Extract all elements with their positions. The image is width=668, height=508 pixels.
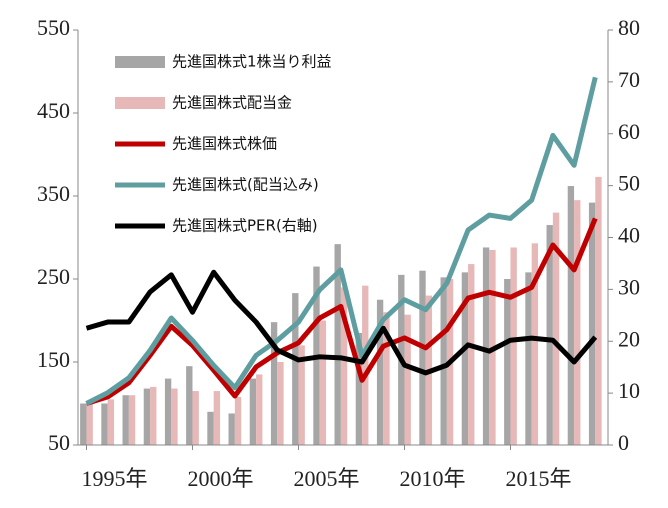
y-tick-label: 350 bbox=[37, 181, 70, 206]
y2-tick-label: 10 bbox=[618, 378, 640, 403]
bar bbox=[270, 322, 278, 445]
legend-label: 先進国株式1株当り利益 bbox=[172, 53, 332, 71]
bar bbox=[128, 395, 136, 445]
bar bbox=[122, 395, 129, 445]
bar bbox=[150, 386, 157, 445]
bar bbox=[531, 243, 539, 445]
bar bbox=[80, 403, 87, 445]
bar bbox=[440, 277, 447, 445]
line-series bbox=[85, 76, 598, 406]
bar bbox=[546, 225, 553, 445]
y2-tick-label: 70 bbox=[618, 67, 640, 92]
y2-tick-label: 40 bbox=[618, 223, 640, 248]
y2-tick-label: 0 bbox=[618, 430, 629, 455]
y-tick-label: 50 bbox=[48, 430, 70, 455]
y2-tick-label: 20 bbox=[618, 326, 640, 351]
bar bbox=[383, 312, 390, 445]
legend-label: 先進国株式配当金 bbox=[172, 94, 292, 112]
bar bbox=[171, 388, 178, 445]
x-tick-label: 1995年 bbox=[81, 466, 147, 491]
bar bbox=[143, 388, 151, 445]
bar bbox=[567, 186, 575, 446]
bar bbox=[334, 244, 341, 445]
bar bbox=[249, 378, 257, 445]
legend-label: 先進国株式(配当込み) bbox=[172, 176, 319, 194]
legend-swatch bbox=[115, 56, 165, 68]
y-tick-label: 450 bbox=[37, 98, 70, 123]
legend-swatch bbox=[115, 97, 165, 109]
bar bbox=[292, 293, 299, 445]
x-tick-label: 2005年 bbox=[293, 466, 359, 491]
bar bbox=[234, 396, 242, 445]
y-tick-label: 150 bbox=[37, 347, 70, 372]
bar bbox=[574, 200, 581, 445]
bar bbox=[595, 176, 602, 445]
bar bbox=[277, 362, 284, 445]
bar bbox=[510, 247, 517, 445]
bar bbox=[482, 247, 490, 445]
x-tick-label: 2010年 bbox=[399, 466, 465, 491]
y2-tick-label: 80 bbox=[618, 15, 640, 40]
line-series bbox=[85, 217, 598, 406]
bar bbox=[256, 374, 263, 445]
y2-tick-label: 50 bbox=[618, 171, 640, 196]
bar bbox=[207, 411, 214, 445]
bar bbox=[101, 403, 108, 445]
bar bbox=[468, 264, 475, 445]
line-series bbox=[85, 269, 598, 376]
y-tick-label: 550 bbox=[37, 15, 70, 40]
bar bbox=[504, 279, 511, 445]
x-tick-label: 2000年 bbox=[187, 466, 253, 491]
bar bbox=[588, 202, 596, 445]
bar bbox=[228, 413, 235, 445]
bar bbox=[355, 332, 363, 445]
bar bbox=[525, 272, 532, 445]
bar bbox=[340, 287, 348, 445]
bar bbox=[362, 285, 369, 445]
bar bbox=[298, 345, 305, 445]
bar bbox=[319, 320, 327, 445]
bar bbox=[186, 366, 193, 445]
bar bbox=[419, 270, 426, 445]
bar bbox=[107, 399, 115, 445]
bar bbox=[404, 314, 411, 445]
bar bbox=[213, 391, 221, 445]
bar bbox=[461, 272, 469, 445]
bar bbox=[376, 299, 384, 445]
bar bbox=[164, 378, 172, 445]
legend-label: 先進国株式株価 bbox=[172, 135, 277, 153]
y2-tick-label: 60 bbox=[618, 119, 640, 144]
y2-tick-label: 30 bbox=[618, 274, 640, 299]
bar bbox=[86, 403, 93, 445]
y-tick-label: 250 bbox=[37, 264, 70, 289]
legend-label: 先進国株式PER(右軸) bbox=[172, 217, 318, 235]
bar bbox=[192, 391, 199, 445]
x-tick-label: 2015年 bbox=[505, 466, 571, 491]
bar bbox=[552, 212, 560, 445]
